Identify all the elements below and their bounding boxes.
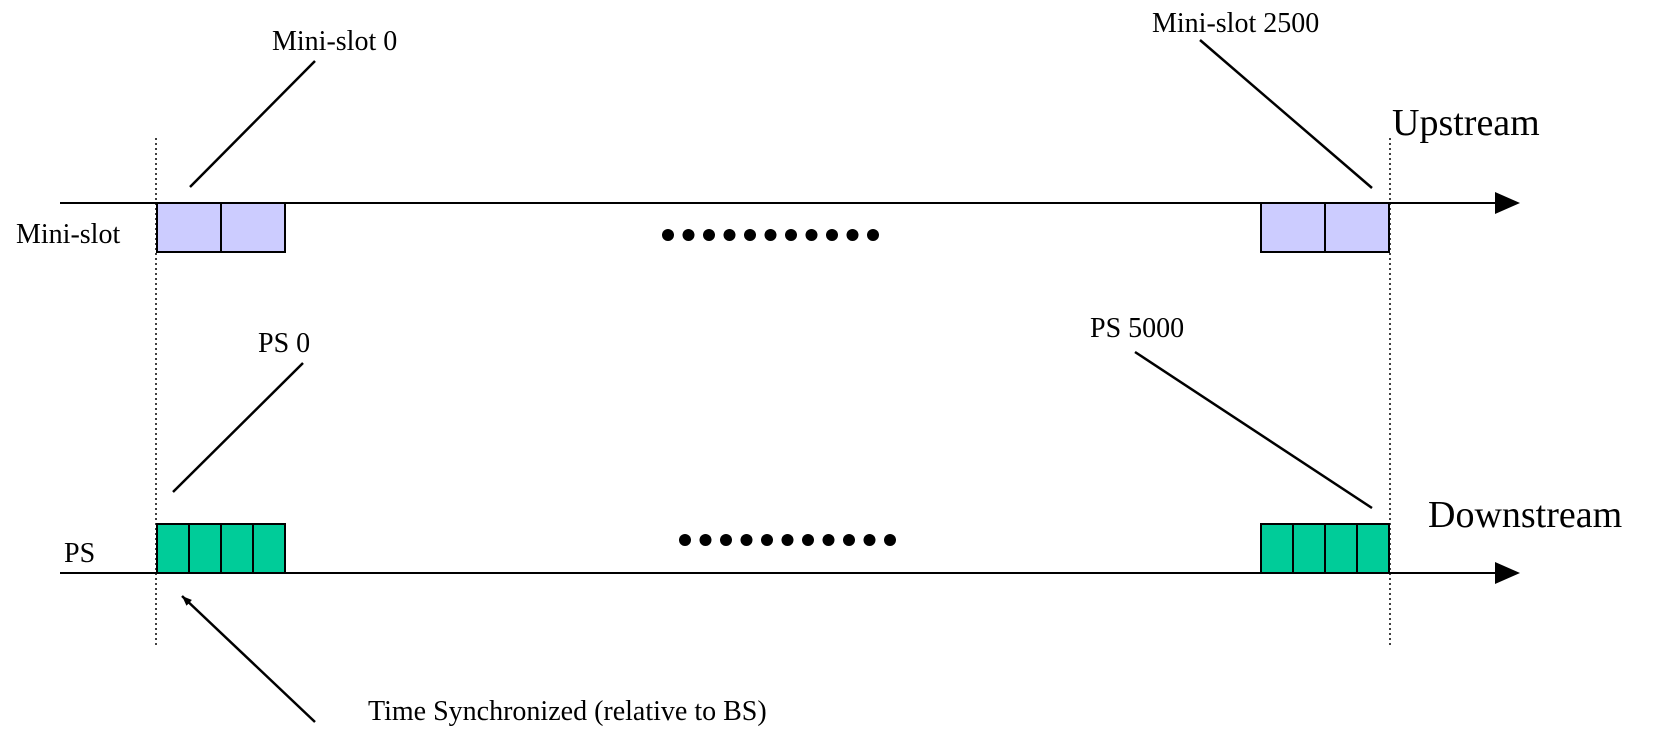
minislot-slot	[1324, 202, 1390, 253]
ellipsis-dot	[822, 534, 835, 546]
ps-slot	[1292, 523, 1326, 574]
ellipsis-dot	[744, 229, 756, 241]
ellipsis-dot	[761, 534, 773, 546]
ellipsis-dot	[662, 229, 674, 241]
upstream-ellipsis	[662, 229, 879, 241]
callout-minislot-0	[189, 60, 316, 188]
ellipsis-dot	[863, 534, 876, 546]
time-sync-arrow	[181, 595, 316, 723]
ellipsis-dot	[781, 534, 794, 546]
ps-slot	[1356, 523, 1390, 574]
ps-slot	[188, 523, 222, 574]
ellipsis-dot	[703, 229, 715, 241]
minislot-group-end	[1260, 202, 1390, 253]
ellipsis-dot	[723, 229, 736, 241]
ellipsis-dot	[843, 534, 855, 546]
upstream-arrowhead	[1495, 192, 1520, 214]
minislot-slot	[156, 202, 222, 253]
label-time-sync: Time Synchronized (relative to BS)	[368, 696, 767, 727]
ellipsis-dot	[867, 229, 879, 241]
ps-slot	[252, 523, 286, 574]
ps-group-end	[1260, 523, 1390, 574]
label-ps-row: PS	[64, 538, 96, 569]
ellipsis-dot	[679, 534, 691, 546]
label-minislot-2500: Mini-slot 2500	[1152, 8, 1320, 39]
ps-group-start	[156, 523, 286, 574]
ellipsis-dot	[805, 229, 818, 241]
label-ps-0: PS 0	[258, 328, 311, 359]
ps-slot	[1324, 523, 1358, 574]
ellipsis-dot	[699, 534, 712, 546]
label-minislot-0: Mini-slot 0	[272, 26, 398, 57]
minislot-slot	[220, 202, 286, 253]
minislot-group-start	[156, 202, 286, 253]
label-ps-5000: PS 5000	[1090, 313, 1185, 344]
ellipsis-dot	[740, 534, 753, 546]
downstream-ellipsis	[679, 534, 896, 546]
downstream-arrowhead	[1495, 562, 1520, 584]
ellipsis-dot	[785, 229, 797, 241]
ps-slot	[1260, 523, 1294, 574]
ps-slot	[220, 523, 254, 574]
ellipsis-dot	[764, 229, 777, 241]
ps-slot	[156, 523, 190, 574]
callout-ps-0	[172, 362, 304, 493]
minislot-slot	[1260, 202, 1326, 253]
label-downstream: Downstream	[1428, 494, 1623, 536]
ellipsis-dot	[884, 534, 896, 546]
callout-minislot-2500	[1199, 39, 1373, 189]
ellipsis-dot	[802, 534, 814, 546]
ellipsis-dot	[720, 534, 732, 546]
ellipsis-dot	[682, 229, 695, 241]
callout-ps-5000	[1134, 350, 1373, 510]
label-minislot-row: Mini-slot	[16, 219, 121, 250]
ellipsis-dot	[846, 229, 859, 241]
ellipsis-dot	[826, 229, 838, 241]
label-upstream: Upstream	[1392, 102, 1540, 144]
